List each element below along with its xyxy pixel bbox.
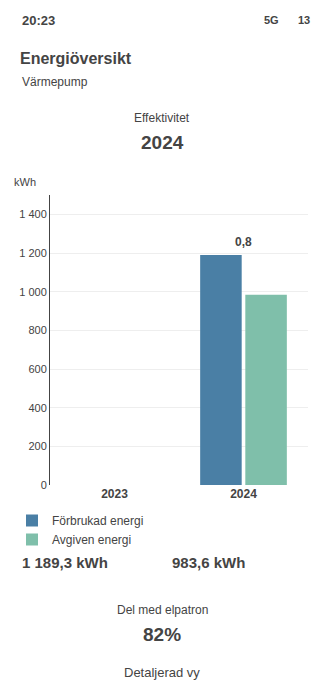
svg-text:0,8: 0,8 bbox=[235, 235, 252, 249]
svg-text:13: 13 bbox=[298, 14, 310, 26]
svg-text:200: 200 bbox=[28, 440, 46, 452]
svg-text:20:23: 20:23 bbox=[22, 13, 55, 28]
svg-text:Effektivitet: Effektivitet bbox=[134, 111, 190, 125]
svg-text:5G: 5G bbox=[264, 14, 279, 26]
svg-text:600: 600 bbox=[28, 363, 46, 375]
svg-text:Förbrukad energi: Förbrukad energi bbox=[52, 514, 143, 528]
svg-text:0: 0 bbox=[41, 479, 47, 491]
svg-text:2024: 2024 bbox=[141, 132, 184, 153]
svg-text:400: 400 bbox=[28, 402, 46, 414]
svg-text:Energiöversikt: Energiöversikt bbox=[20, 50, 132, 67]
svg-text:1 400: 1 400 bbox=[19, 208, 47, 220]
svg-text:82%: 82% bbox=[143, 624, 181, 645]
svg-text:kWh: kWh bbox=[14, 176, 36, 188]
svg-text:1 189,3 kWh: 1 189,3 kWh bbox=[22, 554, 108, 571]
svg-text:Värmepump: Värmepump bbox=[22, 75, 88, 89]
svg-text:2023: 2023 bbox=[101, 487, 128, 501]
svg-text:Avgiven energi: Avgiven energi bbox=[52, 533, 131, 547]
svg-text:983,6 kWh: 983,6 kWh bbox=[172, 554, 245, 571]
svg-text:Detaljerad vy: Detaljerad vy bbox=[124, 665, 200, 680]
svg-text:Del med elpatron: Del med elpatron bbox=[117, 603, 208, 617]
svg-text:800: 800 bbox=[28, 324, 46, 336]
svg-text:1 000: 1 000 bbox=[19, 286, 47, 298]
svg-text:1 200: 1 200 bbox=[19, 247, 47, 259]
svg-text:2024: 2024 bbox=[230, 487, 257, 501]
